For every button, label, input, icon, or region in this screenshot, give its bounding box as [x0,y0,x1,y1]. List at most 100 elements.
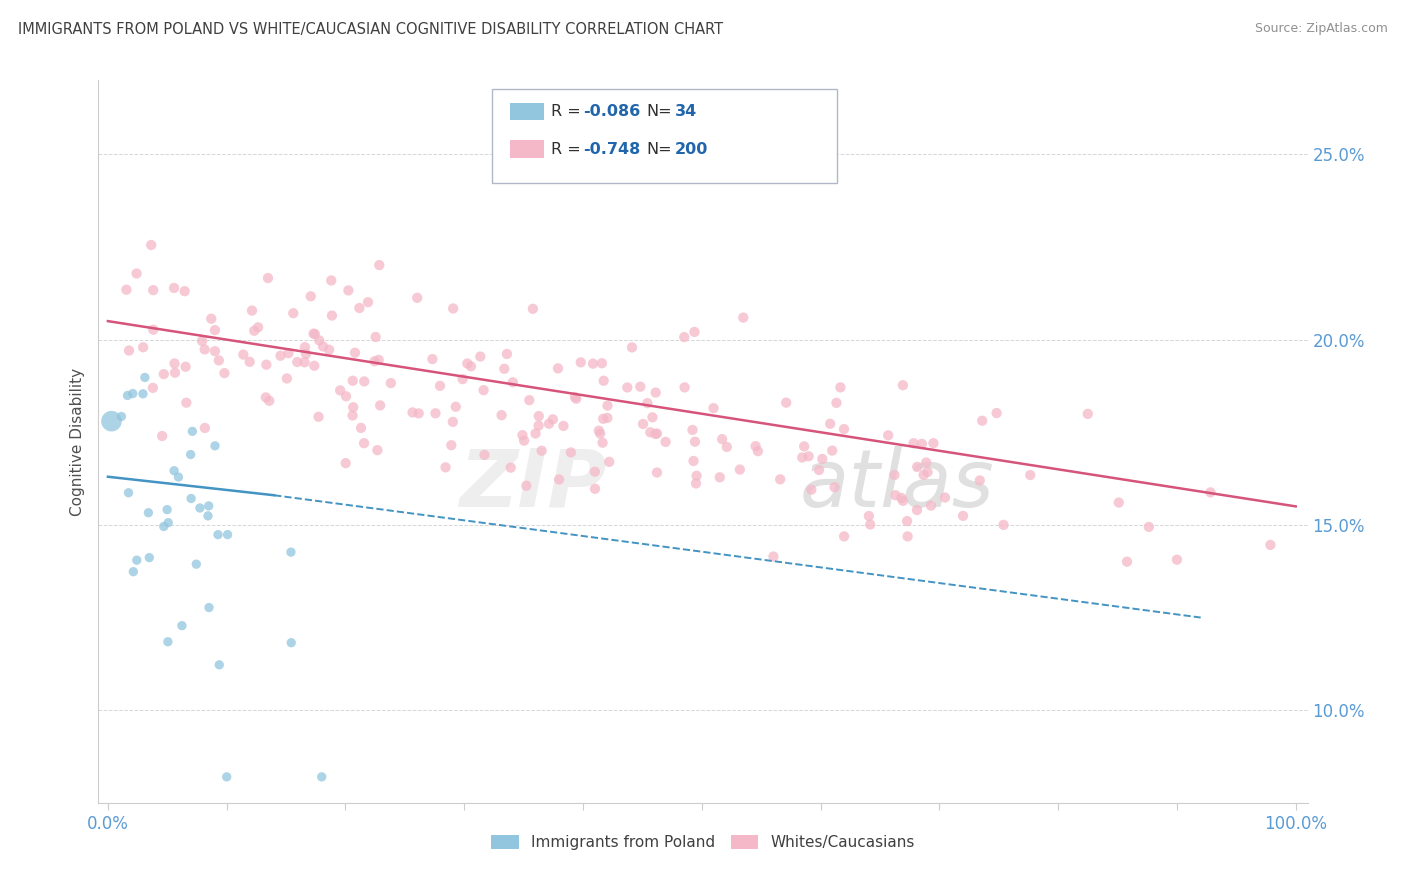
Point [474,448,496,462]
Point [560,445,582,459]
Point [456,357,478,371]
Point [295,347,318,361]
Point [821,443,844,458]
Point [134,370,156,384]
Point [349,301,371,315]
Point [115,283,138,297]
Point [363,354,385,368]
Point [709,470,731,484]
Text: 34: 34 [675,104,697,120]
Point [364,330,387,344]
Point [499,460,522,475]
Point [592,412,614,426]
Point [645,466,668,480]
Point [470,350,492,364]
Point [631,417,654,431]
Point [682,423,704,437]
Point [100,414,122,428]
Point [830,380,852,394]
Point [494,361,516,376]
Point [716,440,738,454]
Point [744,439,766,453]
Point [592,435,614,450]
Point [366,443,388,458]
Point [215,770,238,784]
Point [200,311,222,326]
Point [180,448,202,462]
Point [204,439,226,453]
Point [163,356,186,370]
Text: R =: R = [551,104,586,120]
Point [891,378,914,392]
Point [969,474,991,488]
Text: Source: ZipAtlas.com: Source: ZipAtlas.com [1254,22,1388,36]
Point [553,418,575,433]
Point [825,396,848,410]
Text: 200: 200 [675,142,709,157]
Point [174,359,197,374]
Point [152,367,174,381]
Point [472,383,495,397]
Point [304,359,326,373]
Point [589,426,612,441]
Point [797,450,820,464]
Point [527,418,550,433]
Point [429,379,451,393]
Point [163,366,186,380]
Point [167,470,190,484]
Point [491,408,513,422]
Point [775,395,797,409]
Point [406,291,429,305]
Point [912,467,935,482]
Point [598,455,620,469]
Point [591,356,613,370]
Text: N=: N= [647,142,672,157]
Point [283,306,305,320]
Point [152,519,174,533]
Point [644,385,666,400]
Point [142,381,165,395]
Point [138,506,160,520]
Point [1019,468,1042,483]
Point [537,417,560,431]
Point [683,434,706,449]
Point [117,485,139,500]
Point [685,476,707,491]
Point [181,425,204,439]
Point [915,455,938,469]
Point [408,406,430,420]
Point [993,517,1015,532]
Point [517,393,540,408]
Point [380,376,402,390]
Point [425,406,447,420]
Point [733,310,755,325]
Point [444,400,467,414]
Point [163,281,186,295]
Point [176,395,198,409]
Point [808,463,831,477]
Text: -0.748: -0.748 [583,142,641,157]
Point [583,482,606,496]
Point [121,386,143,401]
Point [198,600,221,615]
Point [142,323,165,337]
Legend: Immigrants from Poland, Whites/Caucasians: Immigrants from Poland, Whites/Caucasian… [485,830,921,856]
Point [125,553,148,567]
Point [318,343,340,357]
Point [422,352,444,367]
Point [214,366,236,380]
Point [858,508,880,523]
Point [460,359,482,374]
Point [824,480,846,494]
Point [294,340,316,354]
Point [592,374,614,388]
Point [588,424,610,438]
Point [304,326,326,341]
Point [280,545,302,559]
Point [683,325,706,339]
Point [342,409,364,423]
Point [645,426,668,441]
Point [922,436,945,450]
Text: ZIP: ZIP [458,446,606,524]
Point [641,410,664,425]
